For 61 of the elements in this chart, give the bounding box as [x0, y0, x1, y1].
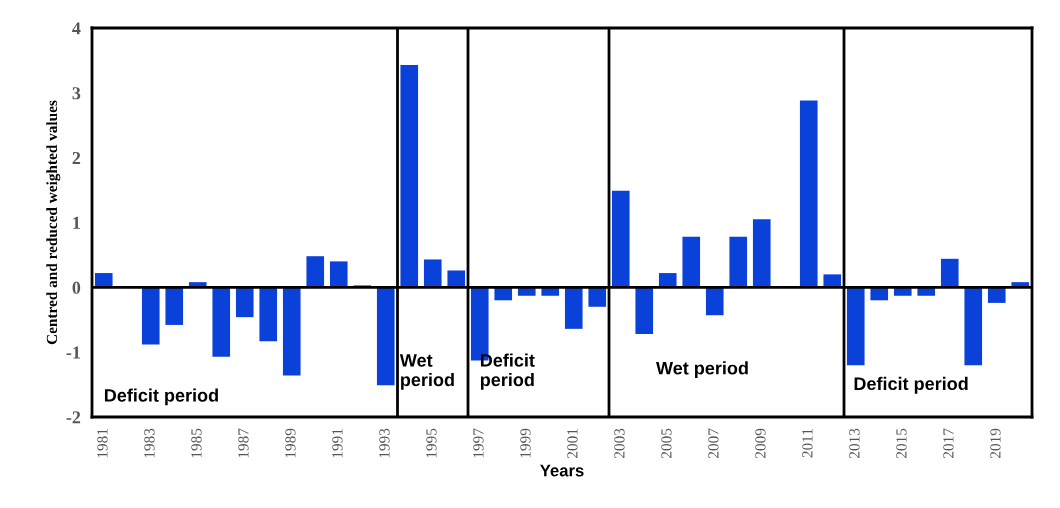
- bar: [564, 287, 583, 329]
- x-tick-label: 2005: [661, 428, 672, 458]
- x-tick-label: 1989: [285, 428, 296, 458]
- bar: [306, 256, 325, 288]
- bar: [212, 287, 231, 357]
- x-tick-label: 2009: [755, 428, 766, 458]
- bar: [447, 270, 466, 288]
- bar: [705, 287, 724, 316]
- bar: [282, 287, 301, 376]
- x-tick-label: 2011: [802, 429, 813, 458]
- bar: [588, 287, 607, 307]
- y-tick-label: 3: [72, 87, 81, 100]
- x-tick-label: 1993: [379, 428, 390, 458]
- bar: [235, 287, 254, 318]
- bar: [94, 273, 113, 288]
- y-tick-label: 1: [73, 216, 80, 229]
- x-tick-label: 1987: [238, 428, 249, 458]
- bar: [423, 259, 442, 288]
- bar: [682, 236, 701, 288]
- annotation: Deficit period: [104, 388, 218, 406]
- x-tick-label: 1981: [97, 429, 108, 458]
- bar: [799, 100, 818, 288]
- x-tick-label: 1991: [332, 429, 343, 458]
- bar: [141, 287, 160, 345]
- bar: [400, 64, 419, 288]
- annotation: Deficit period: [480, 353, 535, 390]
- bar: [964, 287, 983, 366]
- bar: [611, 190, 630, 288]
- x-tick-label: 2007: [708, 428, 719, 458]
- x-tick-label: 2015: [896, 428, 907, 458]
- bar: [376, 287, 395, 386]
- bar: [165, 287, 184, 325]
- bar: [752, 219, 771, 288]
- x-tick-label: 2013: [849, 428, 860, 458]
- x-tick-label: 2017: [943, 428, 954, 458]
- x-tick-label: 2019: [990, 428, 1001, 458]
- x-tick-label: 1983: [144, 428, 155, 458]
- y-tick-label: -1: [66, 346, 80, 359]
- bar: [846, 287, 865, 366]
- bar: [635, 287, 654, 335]
- x-tick-label: 2003: [614, 428, 625, 458]
- y-axis-title: Centred and reduced weighted values: [46, 100, 61, 345]
- bar: [823, 274, 842, 288]
- annotation: Wet period: [399, 354, 454, 390]
- y-tick-label: 0: [72, 281, 81, 294]
- bar: [329, 261, 348, 288]
- x-tick-label: 2001: [567, 429, 578, 458]
- x-tick-label: 1999: [520, 428, 531, 458]
- annotation: Deficit period: [854, 376, 968, 394]
- annotation: Wet period: [656, 361, 748, 379]
- x-axis-title: Years: [540, 464, 584, 477]
- x-tick-label: 1997: [473, 428, 484, 458]
- bar: [259, 287, 278, 342]
- y-tick-label: 4: [72, 22, 81, 35]
- x-tick-label: 1995: [426, 428, 437, 458]
- bar: [729, 236, 748, 288]
- bar: [940, 258, 959, 288]
- x-tick-label: 1985: [191, 428, 202, 458]
- y-tick-label: -2: [66, 411, 81, 424]
- bar: [658, 273, 677, 288]
- y-tick-label: 2: [72, 151, 81, 164]
